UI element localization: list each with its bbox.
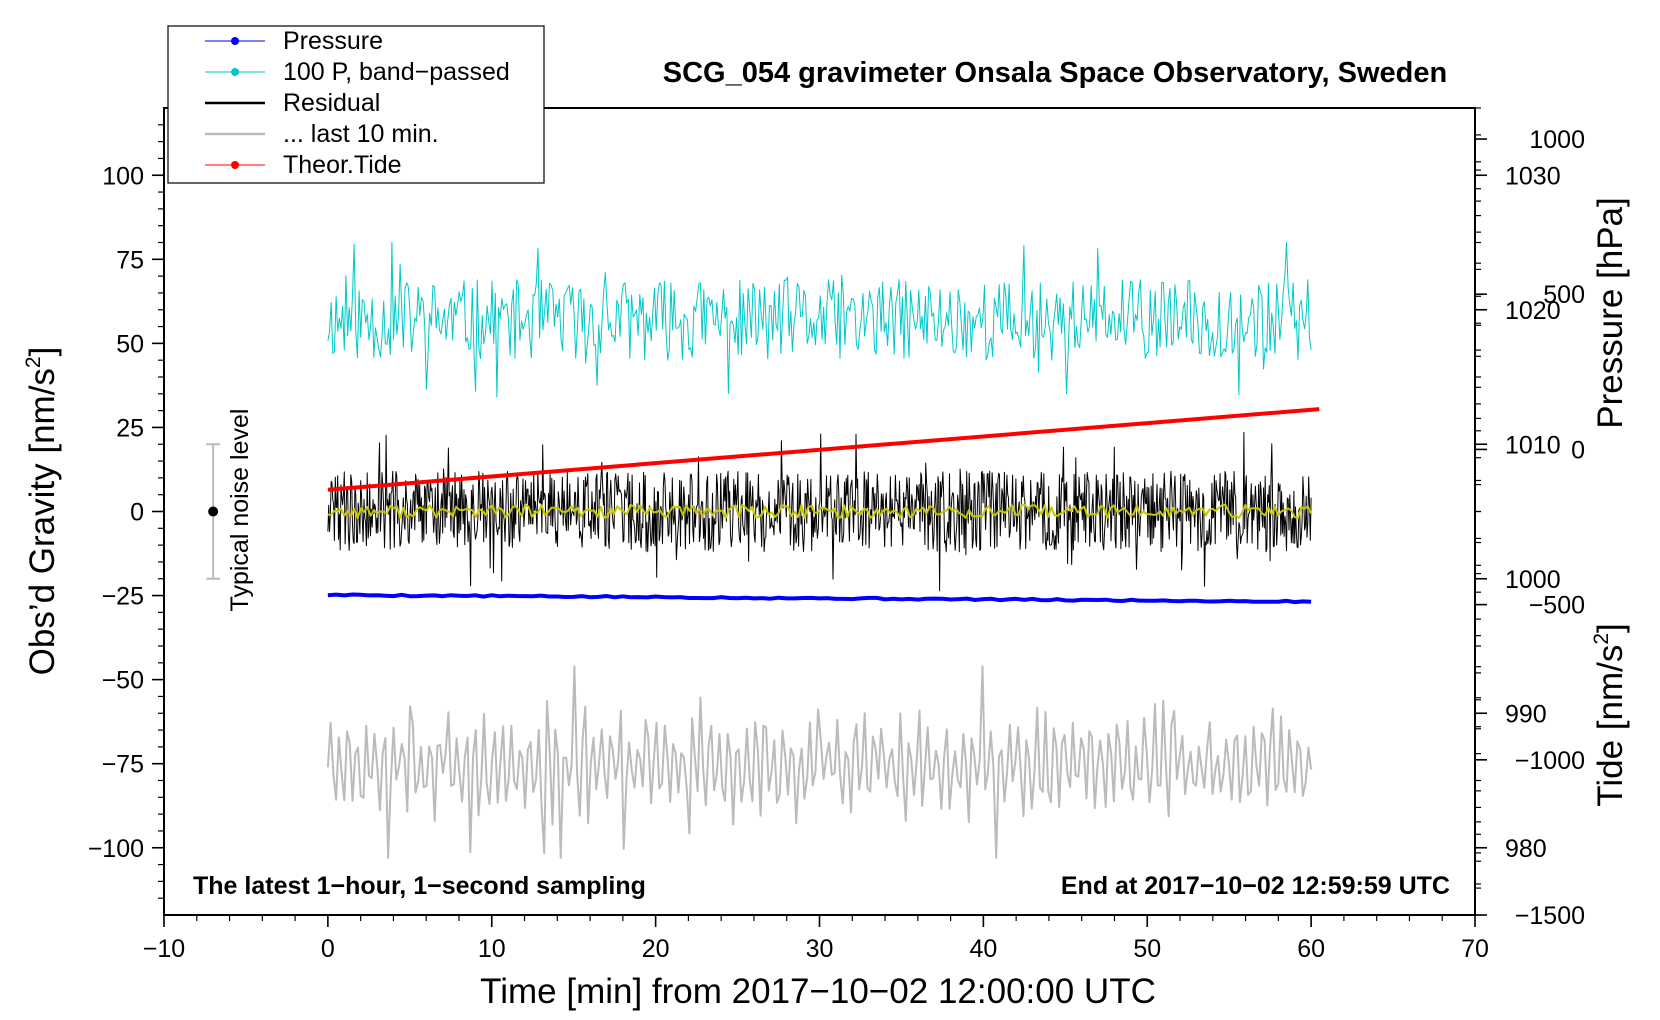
chart-title: SCG_054 gravimeter Onsala Space Observat… [663,57,1447,89]
y-axis-left-label-text: Obs’d Gravity [nm/s [23,368,62,675]
x-tick-label: 30 [806,935,834,963]
noise-center-dot [208,506,219,517]
x-tick-label: 70 [1461,935,1489,963]
y-left-tick-label: 75 [116,246,144,274]
x-tick-label: 0 [321,935,335,963]
y-axis-left-label: Obs’d Gravity [nm/s2] [22,347,62,676]
y-tide-tick-label: 500 [1543,281,1585,309]
legend: Pressure 100 P, band−passed Residual ... la… [167,25,545,184]
y-left-tick-label: 50 [116,330,144,358]
series-line-bandpassed-pressure [327,242,1312,398]
y-left-tick-label: −100 [88,835,144,863]
y-left-tick-label: −25 [102,583,144,611]
x-axis-label: Time [min] from 2017−10−02 12:00:00 UTC [480,972,1156,1011]
series-line-residual [327,431,1312,592]
legend-swatch-dot [231,68,239,76]
y-left-tick-label: 25 [116,414,144,442]
y-pressure-tick-label: 1030 [1505,162,1561,190]
y-axis-pressure-ticks: 980 990 1000 1010 1020 1030 [1475,107,1561,916]
y-axis-pressure-label: Pressure [hPa] [1591,197,1630,429]
y-tide-tick-label: 1000 [1529,126,1585,154]
noise-level-label: Typical noise level [226,409,254,612]
y-pressure-tick-label: 1010 [1505,431,1561,459]
series-layer [326,242,1320,859]
y-left-tick-label: 0 [130,499,144,527]
series-line-theoretical-tide [327,407,1320,492]
y-axis-tide-ticks: −1500 −1000 −500 0 500 1000 [1475,126,1585,930]
y-axis-tide-label-close: ] [1591,623,1630,633]
legend-label: Pressure [283,27,383,55]
y-left-tick-label: −75 [102,751,144,779]
note-end-time: End at 2017−10−02 12:59:59 UTC [1061,872,1450,900]
note-latest-hour: The latest 1−hour, 1−second sampling [193,872,646,900]
y-pressure-tick-label: 1020 [1505,297,1561,325]
legend-box [167,25,545,184]
legend-label: Residual [283,89,380,117]
x-tick-label: 60 [1297,935,1325,963]
x-tick-label: 50 [1133,935,1161,963]
y-left-tick-label: 100 [102,162,144,190]
y-tide-tick-label: −1500 [1515,902,1585,930]
y-tide-tick-label: 0 [1571,436,1585,464]
y-tide-tick-label: −1000 [1515,747,1585,775]
y-axis-left-label-close: ] [23,347,62,357]
series-line-last-10-min [326,665,1313,859]
x-tick-label: 40 [969,935,997,963]
series-line-residual-smoothed [327,503,1313,520]
y-pressure-tick-label: 980 [1505,835,1547,863]
legend-label: ... last 10 min. [283,120,439,148]
y-axis-tide-label-text: Tide [nm/s [1591,645,1630,807]
y-axis-tide-label: Tide [nm/s2] [1590,623,1630,807]
x-axis-ticks: −10 0 10 20 30 40 50 60 70 [143,915,1489,963]
y-pressure-tick-label: 990 [1505,700,1547,728]
x-tick-label: −10 [143,935,185,963]
y-tide-tick-label: −500 [1529,592,1585,620]
y-pressure-tick-label: 1000 [1505,566,1561,594]
noise-level-indicator [206,443,221,580]
legend-label: 100 P, band−passed [283,58,510,86]
x-tick-label: 20 [642,935,670,963]
x-tick-label: 10 [478,935,506,963]
legend-label: Theor.Tide [283,151,402,179]
y-axis-left-label-sup: 2 [22,356,45,368]
y-axis-left-ticks: −100 −75 −50 −25 0 25 50 75 100 [88,124,164,899]
series-line-pressure [327,592,1312,605]
legend-swatch-dot [231,37,239,45]
y-axis-tide-label-sup: 2 [1590,633,1613,645]
legend-swatch-dot [231,161,239,169]
y-left-tick-label: −50 [102,667,144,695]
